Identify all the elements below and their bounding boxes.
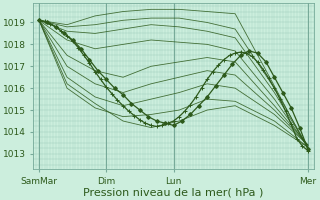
X-axis label: Pression niveau de la mer( hPa ): Pression niveau de la mer( hPa ) [83,187,264,197]
